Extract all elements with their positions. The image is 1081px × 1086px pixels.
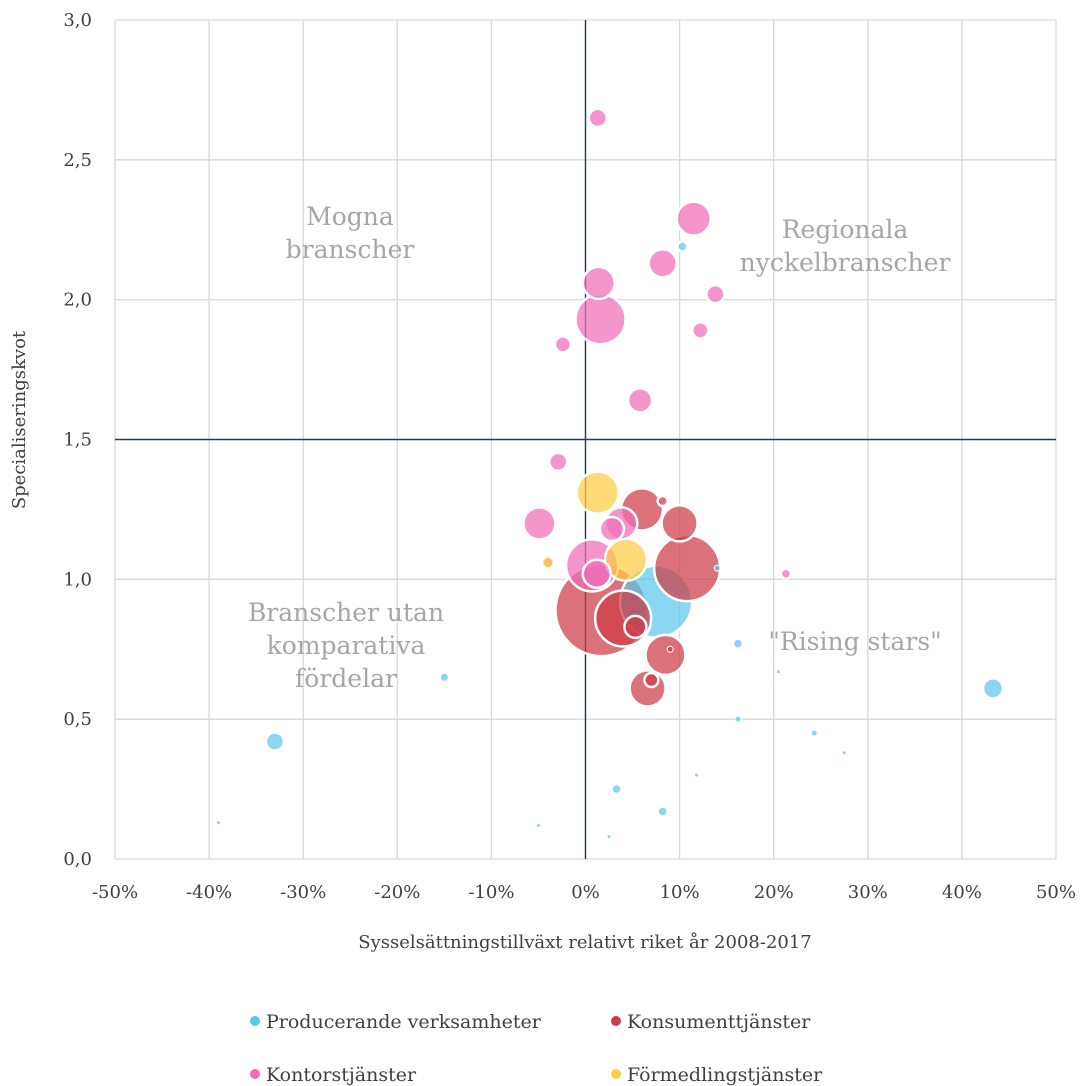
quadrant-label-line: branscher	[286, 235, 415, 264]
x-tick-label: -30%	[280, 882, 326, 903]
point-kontor	[647, 248, 678, 279]
point-formedling	[575, 470, 620, 515]
point-konsument	[652, 533, 722, 603]
point-konsument	[644, 633, 687, 677]
data-points	[216, 107, 1005, 840]
x-axis-title: Sysselsättningstillväxt relativt riket å…	[358, 931, 812, 953]
legend-item-formedling: Förmedlingstjänster	[611, 1064, 822, 1086]
x-tick-label: 40%	[942, 882, 982, 903]
point-producerande	[731, 637, 745, 650]
point-kontor	[691, 321, 710, 340]
quadrant-label-line: Mogna	[306, 202, 394, 231]
legend-marker-producerande	[250, 1016, 260, 1026]
reference-lines	[115, 20, 1056, 859]
point-kontor	[553, 335, 573, 354]
point-konsument	[623, 614, 648, 640]
x-tick-label: 50%	[1036, 882, 1076, 903]
point-producerande	[713, 564, 721, 572]
point-producerande	[606, 834, 612, 840]
legend-label-producerande: Producerande verksamheter	[266, 1011, 541, 1033]
legend-item-konsument: Konsumenttjänster	[611, 1011, 810, 1033]
x-tick-label: 0%	[571, 882, 600, 903]
point-kontor	[587, 107, 608, 129]
quadrant-label-line: Branscher utan	[248, 598, 444, 627]
point-producerande	[264, 731, 286, 752]
quadrant-label-line: fördelar	[295, 664, 397, 693]
point-producerande	[810, 729, 818, 737]
point-kontor	[675, 200, 712, 237]
quadrant-label-top-left: Mogna branscher	[286, 202, 415, 264]
quadrant-label-top-right: Regionala nyckelbranscher	[740, 215, 951, 277]
point-producerande	[656, 805, 669, 818]
legend-marker-konsument	[611, 1016, 621, 1026]
point-formedling	[540, 555, 556, 570]
y-tick-label: 0,0	[63, 849, 92, 870]
point-kontor	[547, 451, 569, 473]
quadrant-label-line: "Rising stars"	[768, 627, 941, 656]
point-producerande	[439, 672, 449, 682]
point-kontor	[598, 515, 626, 543]
point-producerande	[841, 750, 847, 756]
x-tick-label: -20%	[374, 882, 420, 903]
point-producerande	[734, 715, 742, 723]
x-tick-label: 10%	[660, 882, 700, 903]
quadrant-label-line: Regionala	[782, 215, 909, 244]
quadrant-label-line: nyckelbranscher	[740, 248, 951, 277]
quadrant-label-bottom-right: "Rising stars"	[768, 627, 941, 656]
point-kontor	[574, 292, 627, 346]
point-producerande	[775, 669, 781, 675]
point-producerande	[676, 240, 689, 253]
legend-marker-kontor	[250, 1069, 260, 1079]
y-tick-label: 0,5	[63, 709, 92, 730]
legend-item-producerande: Producerande verksamheter	[250, 1011, 541, 1033]
point-konsument	[666, 645, 674, 653]
point-kontor	[522, 506, 557, 541]
x-tick-label: -40%	[186, 882, 232, 903]
y-tick-labels: 0,0 0,5 1,0 1,5 2,0 2,5 3,0	[63, 10, 92, 870]
point-kontor	[581, 265, 616, 301]
point-producerande	[216, 820, 222, 826]
x-tick-label: 20%	[754, 882, 794, 903]
y-tick-label: 1,0	[63, 569, 92, 590]
x-tick-label: -10%	[468, 882, 514, 903]
legend-item-kontor: Kontorstjänster	[250, 1064, 416, 1086]
y-tick-label: 2,5	[63, 150, 92, 171]
scatter-chart: -50% -40% -30% -20% -10% 0% 10% 20% 30% 40% 50% 0,…	[9, 10, 1076, 953]
point-kontor	[626, 387, 654, 414]
y-tick-label: 1,5	[63, 430, 92, 451]
legend-marker-formedling	[611, 1069, 621, 1079]
point-kontor	[581, 558, 613, 589]
point-konsument	[643, 671, 660, 689]
x-tick-label: -50%	[92, 882, 138, 903]
point-producerande	[981, 677, 1005, 700]
point-kontor	[779, 567, 793, 580]
y-tick-label: 3,0	[63, 10, 92, 31]
x-tick-labels: -50% -40% -30% -20% -10% 0% 10% 20% 30% 40% 50%	[92, 882, 1076, 903]
x-tick-label: 30%	[848, 882, 888, 903]
point-konsument	[660, 504, 699, 543]
point-kontor	[705, 283, 726, 305]
quadrant-label-line: komparativa	[267, 631, 426, 660]
y-axis-title: Specialiseringskvot	[9, 330, 30, 509]
quadrant-label-bottom-left: Branscher utan komparativa fördelar	[248, 598, 444, 693]
legend-label-formedling: Förmedlingstjänster	[627, 1064, 823, 1086]
quadrant-labels: Mogna branscher Regionala nyckelbranscher Br…	[248, 202, 951, 693]
point-producerande	[610, 782, 623, 796]
legend-label-konsument: Konsumenttjänster	[627, 1011, 811, 1033]
point-konsument	[656, 494, 669, 508]
point-producerande	[535, 822, 541, 828]
point-producerande	[694, 772, 700, 778]
legend-label-kontor: Kontorstjänster	[266, 1064, 417, 1086]
y-tick-label: 2,0	[63, 290, 92, 311]
